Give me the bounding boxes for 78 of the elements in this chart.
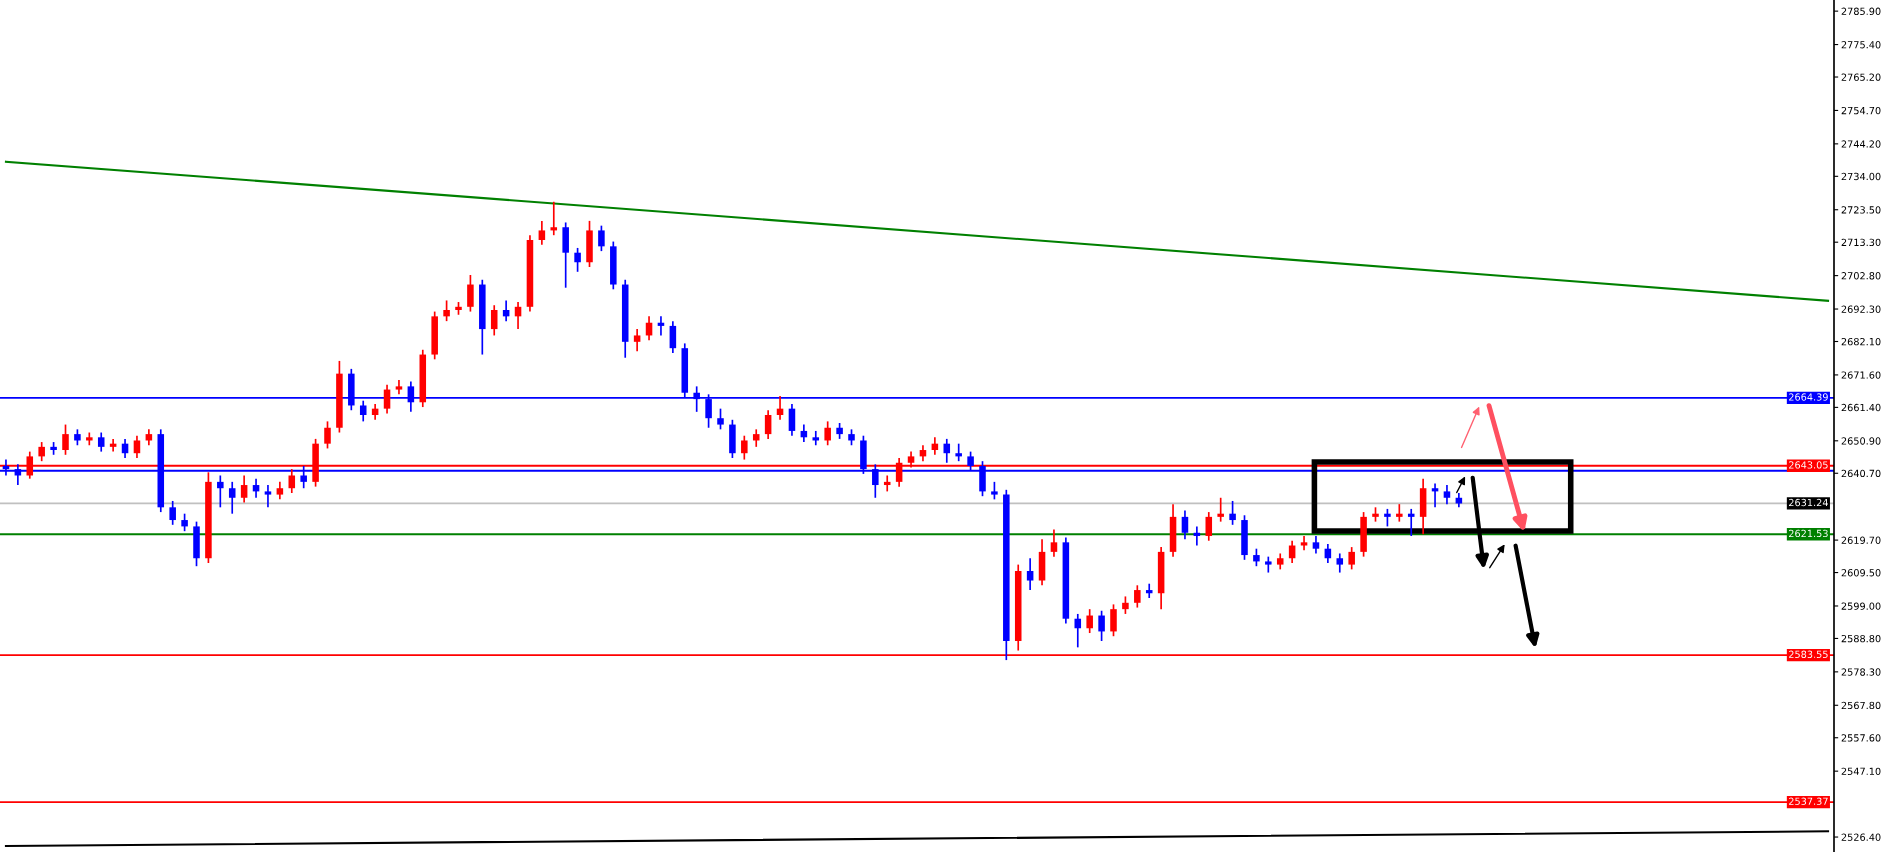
candlestick [598, 224, 605, 252]
y-tick-label: 2640.70 [1841, 469, 1881, 478]
candlestick [1407, 508, 1415, 537]
ref-line-label: 2664.39 [1789, 393, 1828, 401]
y-tick-label: 2526.40 [1841, 833, 1881, 841]
y-tick-label: 2785.90 [1841, 7, 1881, 15]
y-tick-label: 2588.80 [1841, 634, 1881, 643]
y-tick-label: 2578.30 [1841, 668, 1881, 676]
candlestick [669, 320, 677, 354]
y-tick-label: 2775.40 [1841, 41, 1881, 49]
y-tick-label: 2599.00 [1841, 602, 1881, 610]
candlestick [490, 304, 498, 337]
y-tick-label: 2650.90 [1841, 437, 1881, 445]
candlestick [217, 474, 224, 509]
y-tick-label: 2609.50 [1841, 569, 1881, 577]
candlestick [764, 409, 772, 440]
candlestick [62, 423, 69, 456]
candlestick [633, 328, 641, 353]
y-tick-label: 2682.10 [1841, 337, 1881, 346]
candlestick [1443, 484, 1451, 505]
candlestick [288, 468, 296, 494]
candlestick [955, 442, 962, 463]
y-tick-label: 2765.20 [1841, 73, 1881, 81]
candlestick [824, 420, 831, 447]
candlestick [359, 399, 367, 423]
y-tick-label: 2702.80 [1841, 272, 1881, 280]
candlestick [1229, 500, 1236, 526]
candlestick [538, 220, 546, 246]
candlestick [1145, 582, 1153, 599]
y-tick-label: 2754.70 [1841, 106, 1881, 115]
candlestick [443, 299, 450, 322]
candlestick [133, 434, 141, 459]
candlestick [467, 274, 474, 313]
candlestick [1086, 608, 1093, 634]
y-tick-label: 2661.40 [1841, 403, 1881, 412]
y-tick-label: 2723.50 [1841, 206, 1881, 214]
candlestick [228, 481, 236, 515]
candlestick [1217, 496, 1224, 523]
ref-line-label: 2631.24 [1789, 498, 1828, 507]
y-tick-label: 2734.00 [1841, 172, 1881, 181]
ref-line-label: 2643.05 [1789, 461, 1828, 469]
candlestick [169, 500, 176, 526]
candlestick [788, 403, 796, 437]
candlestick [324, 420, 331, 450]
candlestick [812, 430, 820, 447]
candlestick [741, 434, 748, 461]
candlestick [1134, 584, 1141, 609]
candlestick [240, 474, 248, 504]
y-tick-label: 2557.60 [1841, 734, 1881, 742]
candlestick [550, 200, 558, 237]
y-tick-label: 2567.80 [1841, 701, 1881, 710]
candlestick [1098, 609, 1105, 642]
y-tick-label: 2713.30 [1841, 238, 1881, 247]
candlestick [38, 441, 45, 463]
candlestick [574, 247, 581, 273]
candlestick [1110, 603, 1117, 638]
candlestick [943, 438, 951, 464]
candlestick [1050, 528, 1058, 558]
candlestick [1074, 613, 1082, 649]
y-tick-label: 2547.10 [1841, 767, 1881, 775]
candlestick [1181, 509, 1189, 540]
ref-line-label: 2583.55 [1789, 650, 1828, 658]
candlestick [1205, 511, 1213, 542]
candlestick [1348, 546, 1355, 571]
ref-line-label: 2621.53 [1789, 529, 1828, 538]
y-tick-label: 2692.30 [1841, 305, 1881, 313]
candlestick [383, 383, 391, 415]
candlestick [97, 431, 105, 453]
candlestick [1336, 552, 1344, 574]
candlestick [264, 484, 272, 509]
candlestick [717, 407, 724, 431]
candlestick [883, 474, 891, 493]
candlestick [1396, 503, 1403, 523]
ref-line-label: 2537.37 [1789, 797, 1828, 805]
y-tick-label: 2671.60 [1841, 371, 1881, 379]
y-tick-label: 2744.20 [1841, 140, 1881, 148]
candlestick [1026, 557, 1034, 591]
y-tick-label: 2619.70 [1841, 536, 1881, 544]
